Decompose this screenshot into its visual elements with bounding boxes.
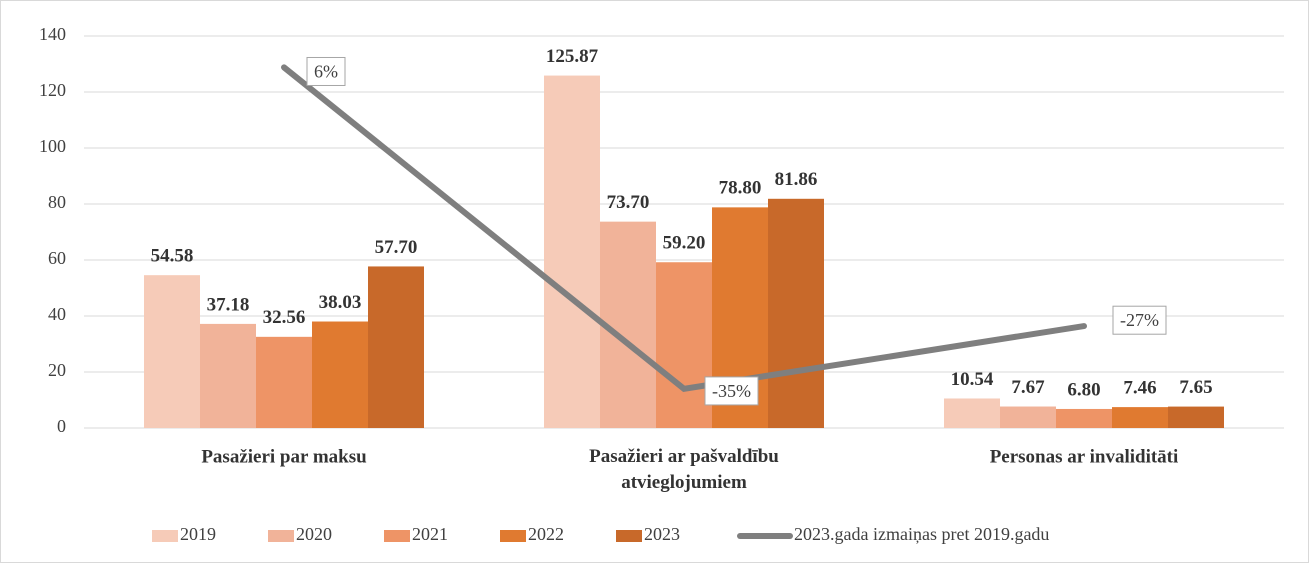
bar xyxy=(256,336,312,428)
value-label: 59.20 xyxy=(663,233,706,254)
label-box xyxy=(306,56,346,86)
value-label: 7.46 xyxy=(1123,377,1156,398)
value-label: 37.18 xyxy=(207,294,250,315)
legend-label: 2022 xyxy=(528,524,564,544)
line xyxy=(281,64,1087,392)
y-tick-label: 140 xyxy=(39,24,66,44)
bar xyxy=(312,321,368,428)
bar xyxy=(200,323,256,428)
x-tick-label: Pasažieri ar pašvaldību atvieglojumiem xyxy=(589,446,779,493)
value-label: 38.03 xyxy=(319,292,362,313)
y-tick-label: 80 xyxy=(48,192,66,212)
value-label: 10.54 xyxy=(951,369,994,390)
y-tick-label: 40 xyxy=(48,304,66,324)
y-tick-label: 20 xyxy=(48,360,66,380)
legend-label: 2020 xyxy=(296,524,332,544)
legend-swatch xyxy=(268,530,294,542)
bar xyxy=(600,221,656,428)
y-tick-label: 100 xyxy=(39,136,66,156)
legend-swatch xyxy=(616,530,642,542)
line-label: -27% xyxy=(1120,310,1159,330)
bar xyxy=(768,198,824,428)
legend-swatch xyxy=(152,530,178,542)
label-box xyxy=(1112,305,1167,335)
legend-label: 2023 xyxy=(644,524,680,544)
bar xyxy=(1056,408,1112,428)
bar xyxy=(1168,406,1224,428)
legend-label: 2023.gada izmaiņas pret 2019.gadu xyxy=(794,524,1049,544)
value-label: 7.65 xyxy=(1179,377,1212,398)
value-label: 81.86 xyxy=(775,169,818,190)
legend-swatch xyxy=(500,530,526,542)
value-label: 32.56 xyxy=(263,307,306,328)
bar xyxy=(1000,406,1056,428)
y-tick-label: 0 xyxy=(57,416,66,436)
bar xyxy=(944,398,1000,428)
bar xyxy=(144,275,200,428)
legend-label: 2021 xyxy=(412,524,448,544)
value-label: 6.80 xyxy=(1067,379,1100,400)
y-tick-label: 60 xyxy=(48,248,66,268)
legend-swatch xyxy=(384,530,410,542)
legend-label: 2019 xyxy=(180,524,216,544)
value-label: 7.67 xyxy=(1011,377,1045,398)
bar xyxy=(544,75,600,429)
label-box xyxy=(704,376,759,406)
y-tick-label: 120 xyxy=(39,80,66,100)
x-tick-label: Personas ar invaliditāti xyxy=(990,446,1179,467)
bar xyxy=(368,266,424,428)
line-label: -35% xyxy=(712,381,751,401)
value-label: 57.70 xyxy=(375,237,418,258)
x-tick-label: Pasažieri par maksu xyxy=(201,446,367,467)
value-label: 73.70 xyxy=(607,192,650,213)
value-label: 125.87 xyxy=(546,46,599,67)
value-label: 78.80 xyxy=(719,178,762,199)
value-label: 54.58 xyxy=(151,246,194,267)
line-label: 6% xyxy=(314,61,338,81)
bar xyxy=(1112,407,1168,428)
bar xyxy=(656,262,712,428)
